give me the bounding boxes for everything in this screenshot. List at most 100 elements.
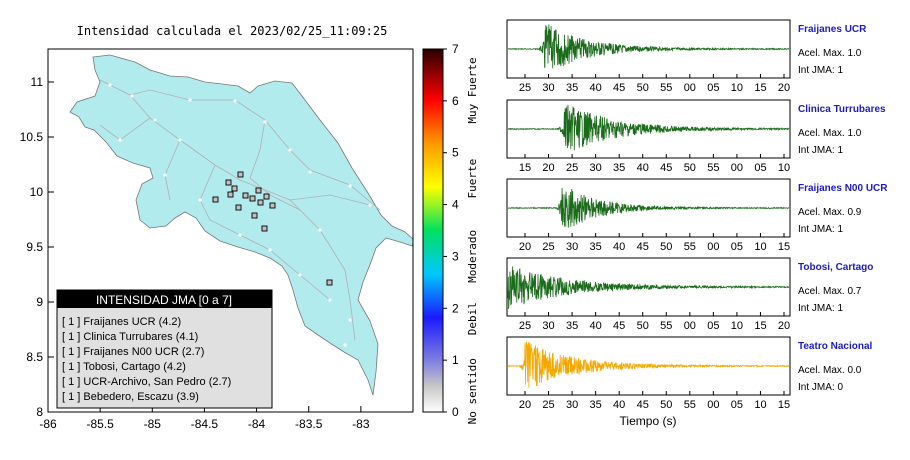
trace-tick-label: 35 [566,320,578,332]
seismogram-trace: 15 20 25 30 35 40 45 50 55 00 05 10 Clinica Turrubar… [506,99,886,174]
trace-tick-label: 25 [542,399,554,411]
trace-tick-label: 00 [731,162,743,174]
trace-tick-label: 00 [707,241,719,253]
trace-tick-label: 50 [684,162,696,174]
trace-tick-label: 30 [542,320,554,332]
trace-tick-label: 20 [519,241,531,253]
map-x-tick-label: -85.5 [86,417,114,431]
seismogram-trace: 20 25 30 35 40 45 50 55 00 05 10 15 Fraijanes N00 UC… [506,178,888,253]
map-x-tick-label: -85 [144,417,162,431]
station-name: Fraijanes N00 UCR [798,183,888,194]
colorbar-tick-label: 5 [452,146,459,160]
map-x-tick-label: -86 [39,417,57,431]
map-y-tick-label: 10 [30,185,44,199]
station-markers [212,171,333,286]
int-jma-label: Int JMA: 1 [798,65,843,76]
station-name: Clinica Turrubares [798,104,886,115]
colorbar-category-label: No sentido [466,358,479,424]
colorbar-tick-label: 1 [452,353,459,367]
trace-tick-label: 50 [637,82,649,94]
map-x-tick-label: -84.5 [191,417,219,431]
trace-tick-label: 40 [637,162,649,174]
trace-tick-label: 00 [684,82,696,94]
trace-tick-label: 55 [684,399,696,411]
trace-tick-label: 35 [566,82,578,94]
trace-tick-label: 00 [684,320,696,332]
trace-tick-label: 20 [542,162,554,174]
map-x-tick-label: -83 [352,417,370,431]
map-x-axis: -86 -85.5 -85 -84.5 -84 -83.5 -83 [39,406,370,431]
trace-tick-label: 25 [542,241,554,253]
trace-tick-label: 15 [754,320,766,332]
trace-tick-label: 55 [707,162,719,174]
trace-tick-label: 40 [613,399,625,411]
trace-tick-label: 15 [754,82,766,94]
waveform-line [507,104,790,151]
town-markers [108,83,372,347]
trace-tick-label: 00 [707,399,719,411]
station-name: Tobosi, Cartago [798,262,873,273]
legend-item: [ 1 ] Fraijanes UCR (4.2) [62,316,181,328]
trace-tick-label: 50 [660,399,672,411]
trace-tick-label: 45 [613,320,625,332]
trace-tick-label: 35 [590,241,602,253]
trace-tick-label: 40 [590,320,602,332]
trace-tick-label: 10 [731,82,743,94]
trace-tick-label: 45 [637,399,649,411]
map-y-tick-label: 8 [36,405,43,419]
legend-item: [ 1 ] UCR-Archivo, San Pedro (2.7) [62,376,231,388]
map-frame [47,48,414,413]
colorbar-tick-label: 2 [452,301,459,315]
int-jma-label: Int JMA: 1 [798,303,843,314]
legend-item: [ 1 ] Tobosi, Cartago (4.2) [62,361,186,373]
colorbar-tick-label: 3 [452,249,459,263]
trace-tick-label: 30 [566,241,578,253]
trace-tick-label: 35 [613,162,625,174]
trace-tick-label: 10 [731,320,743,332]
trace-tick-label: 35 [590,399,602,411]
trace-tick-label: 30 [566,399,578,411]
trace-tick-label: 15 [778,399,790,411]
int-jma-label: Int JMA: 1 [798,145,843,156]
map-y-tick-label: 9 [36,295,43,309]
acel-max-label: Acel. Max. 0.9 [798,207,862,218]
acel-max-label: Acel. Max. 0.7 [798,286,862,297]
trace-tick-label: 10 [778,162,790,174]
trace-tick-label: 45 [660,162,672,174]
trace-tick-label: 30 [542,82,554,94]
map-x-tick-label: -84 [248,417,266,431]
trace-tick-label: 05 [707,82,719,94]
map-x-tick-label: -83.5 [295,417,323,431]
trace-tick-label: 50 [660,241,672,253]
trace-tick-label: 20 [778,82,790,94]
map-y-tick-label: 11 [31,75,44,89]
trace-tick-label: 05 [731,241,743,253]
trace-tick-label: 20 [519,399,531,411]
colorbar-category-label: Muy Fuerte [466,57,479,123]
legend-item: [ 1 ] Bebedero, Escazu (3.9) [62,391,199,403]
seismogram-panels: 25 30 35 40 45 50 55 00 05 10 15 20 Fraijanes UCR Ace… [506,19,888,411]
colorbar-tick-label: 7 [452,42,459,56]
seismogram-trace: 20 25 30 35 40 45 50 55 00 05 10 15 Teatro Nacional A… [506,336,872,411]
int-jma-label: Int JMA: 0 [798,382,843,393]
costa-rica-land [69,54,413,396]
int-jma-label: Int JMA: 1 [798,224,843,235]
trace-tick-label: 10 [754,241,766,253]
trace-tick-label: 55 [660,320,672,332]
legend-title: INTENSIDAD JMA [0 a 7] [96,293,232,307]
trace-tick-label: 10 [754,399,766,411]
acel-max-label: Acel. Max. 1.0 [798,128,862,139]
colorbar-category-label: Moderado [466,230,479,283]
trace-tick-label: 25 [566,162,578,174]
trace-tick-label: 45 [637,241,649,253]
x-axis-label: Tiempo (s) [620,414,677,428]
map-y-tick-label: 9.5 [26,240,43,254]
trace-tick-label: 15 [778,241,790,253]
trace-tick-label: 40 [613,241,625,253]
seismogram-trace: 25 30 35 40 45 50 55 00 05 10 15 20 Tobosi, Cartago A… [506,257,873,332]
trace-tick-label: 25 [519,320,531,332]
map-y-tick-label: 8.5 [26,350,43,364]
trace-tick-label: 40 [590,82,602,94]
trace-tick-label: 55 [684,241,696,253]
